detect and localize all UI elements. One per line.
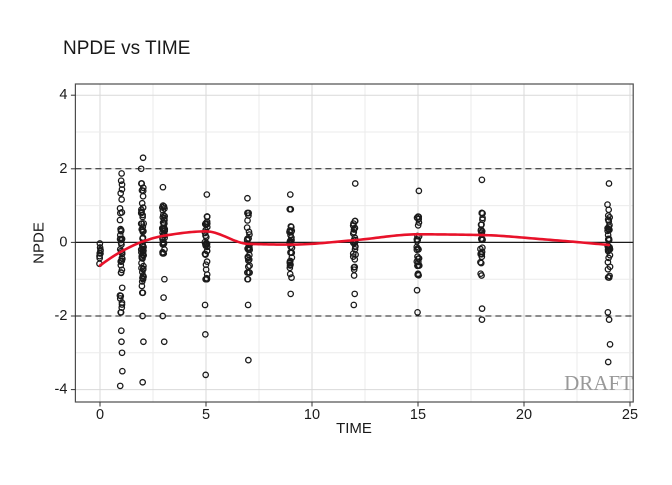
svg-text:0: 0	[96, 407, 104, 423]
svg-text:4: 4	[59, 87, 67, 103]
svg-text:DRAFT: DRAFT	[564, 371, 633, 395]
svg-text:-4: -4	[54, 382, 67, 398]
svg-text:10: 10	[304, 407, 320, 423]
svg-text:5: 5	[202, 407, 210, 423]
svg-text:25: 25	[622, 407, 638, 423]
svg-text:20: 20	[516, 407, 532, 423]
svg-text:2: 2	[59, 161, 67, 177]
svg-text:15: 15	[410, 407, 426, 423]
svg-text:0: 0	[59, 234, 67, 250]
svg-text:-2: -2	[54, 308, 67, 324]
